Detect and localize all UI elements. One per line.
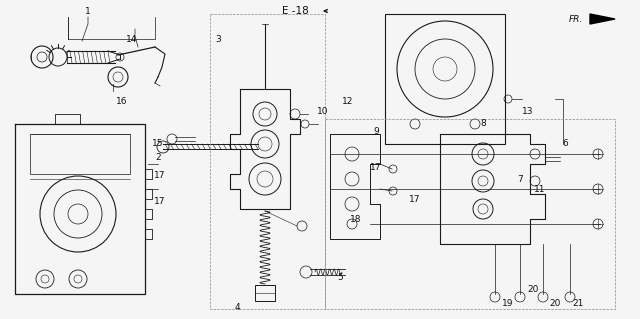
Text: 12: 12 [342,97,354,106]
Text: 1: 1 [85,6,91,16]
Text: 13: 13 [522,107,534,115]
Text: 20: 20 [527,285,539,293]
Text: 4: 4 [234,302,240,311]
Text: 9: 9 [373,127,379,136]
Text: 8: 8 [480,120,486,129]
Text: 17: 17 [409,195,420,204]
Text: 17: 17 [154,197,166,205]
Text: FR.: FR. [569,14,583,24]
Text: E -18: E -18 [282,6,308,16]
Text: 16: 16 [116,97,128,106]
Bar [385,14,505,144]
Text: 21: 21 [572,300,584,308]
Text: 6: 6 [562,139,568,149]
Text: 10: 10 [317,107,329,115]
Text: 2: 2 [155,152,161,161]
Text: 18: 18 [350,214,362,224]
Text: 17: 17 [371,162,381,172]
Text: 17: 17 [154,172,166,181]
Bar [255,285,275,301]
Text: 3: 3 [215,34,221,43]
Text: 20: 20 [549,300,561,308]
Text: 19: 19 [502,300,514,308]
Bar [30,134,130,174]
Text: 5: 5 [337,272,343,281]
Text: 15: 15 [152,138,164,147]
Text: 14: 14 [126,34,138,43]
Text: 11: 11 [534,184,546,194]
Polygon shape [590,14,615,24]
Text: 7: 7 [517,174,523,183]
